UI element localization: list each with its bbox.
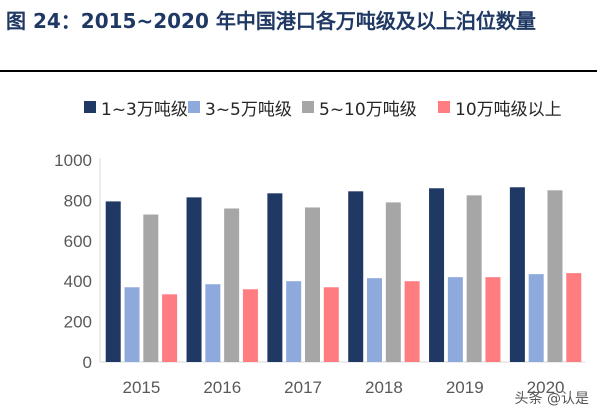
legend-item-4: 10万吨级以上: [438, 96, 562, 120]
bar-2-2016: [205, 284, 221, 362]
bar-4-2019: [485, 277, 501, 362]
legend-item-3: 5~10万吨级: [302, 96, 417, 120]
bar-2-2017: [286, 281, 302, 362]
legend-label-2: 3~5万吨级: [205, 99, 292, 120]
bar-4-2016: [242, 289, 258, 362]
bar-3-2017: [304, 207, 320, 362]
bar-1-2017: [267, 193, 283, 362]
bar-1-2018: [348, 191, 364, 362]
bar-4-2015: [162, 294, 178, 362]
chart-title: 图 24：2015~2020 年中国港口各万吨级及以上泊位数量: [6, 9, 536, 33]
legend-item-1: 1~3万吨级: [84, 96, 188, 120]
legend-label-3: 5~10万吨级: [319, 99, 417, 120]
bar-4-2020: [566, 273, 582, 362]
x-tick-label: 2017: [284, 378, 322, 397]
bar-1-2015: [105, 201, 121, 362]
legend-label-4: 10万吨级以上: [455, 99, 562, 120]
y-tick-label: 1000: [54, 151, 92, 170]
bar-1-2019: [429, 188, 445, 362]
x-tick-label: 2016: [203, 378, 241, 397]
bar-3-2019: [466, 195, 482, 362]
x-tick-label: 2020: [527, 378, 565, 397]
title-divider: [0, 70, 597, 72]
y-tick-label: 0: [83, 353, 92, 372]
bar-3-2016: [224, 208, 240, 362]
y-tick-label: 400: [64, 272, 92, 291]
bar-4-2017: [323, 287, 339, 362]
legend: 1~3万吨级 3~5万吨级 5~10万吨级 10万吨级以上: [84, 96, 594, 120]
bar-2-2019: [447, 277, 463, 362]
legend-swatch-3: [302, 101, 314, 113]
bar-3-2020: [547, 190, 563, 362]
x-tick-label: 2015: [123, 378, 161, 397]
bar-1-2020: [509, 187, 525, 362]
legend-label-1: 1~3万吨级: [101, 99, 188, 120]
bar-4-2018: [404, 281, 420, 362]
bar-2-2020: [528, 274, 544, 362]
y-tick-label: 600: [64, 232, 92, 251]
legend-swatch-1: [84, 101, 96, 113]
y-tick-label: 200: [64, 313, 92, 332]
y-tick-label: 800: [64, 191, 92, 210]
bar-2-2018: [367, 278, 383, 362]
legend-item-2: 3~5万吨级: [188, 96, 292, 120]
bar-1-2016: [186, 197, 202, 362]
legend-swatch-2: [188, 101, 200, 113]
bar-3-2015: [143, 214, 159, 362]
x-tick-label: 2018: [365, 378, 403, 397]
bar-3-2018: [385, 202, 401, 362]
watermark: 头条 @认是: [514, 391, 589, 407]
x-tick-label: 2019: [446, 378, 484, 397]
bar-2-2015: [124, 287, 140, 362]
legend-swatch-4: [438, 101, 450, 113]
